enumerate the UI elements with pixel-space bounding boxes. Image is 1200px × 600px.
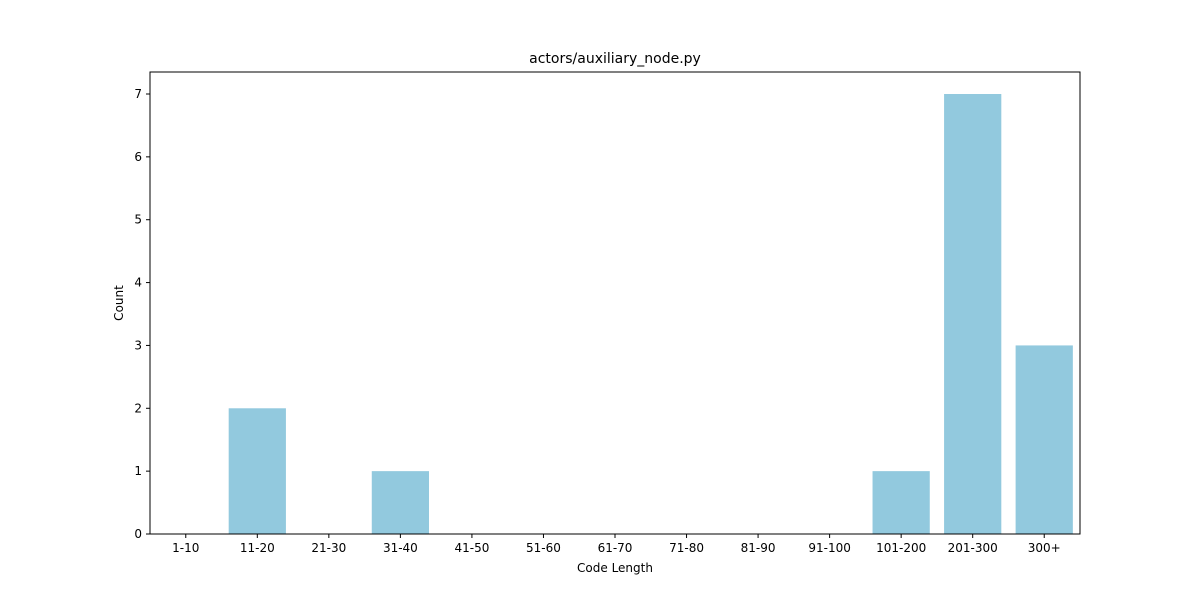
x-tick-label: 41-50 bbox=[454, 541, 489, 555]
x-tick-label: 71-80 bbox=[669, 541, 704, 555]
x-tick-label: 300+ bbox=[1028, 541, 1061, 555]
x-tick-label: 1-10 bbox=[172, 541, 199, 555]
x-tick-label: 81-90 bbox=[741, 541, 776, 555]
bars-group bbox=[228, 94, 1073, 534]
x-tick-label: 101-200 bbox=[876, 541, 926, 555]
y-axis-label: Count bbox=[112, 285, 126, 321]
y-tick-label: 2 bbox=[134, 401, 142, 415]
y-tick-label: 3 bbox=[134, 338, 142, 352]
x-tick-label: 201-300 bbox=[948, 541, 998, 555]
bar-31-40 bbox=[371, 471, 429, 534]
y-tick-label: 0 bbox=[134, 527, 142, 541]
x-tick-label: 91-100 bbox=[808, 541, 851, 555]
bar-101-200 bbox=[872, 471, 930, 534]
y-axis: 0 1 2 3 4 5 6 7 bbox=[134, 87, 150, 541]
x-axis: 1-10 11-20 21-30 31-40 41-50 51-60 61-70 71-80 8… bbox=[172, 534, 1061, 555]
bar-201-300 bbox=[944, 94, 1002, 534]
x-tick-label: 61-70 bbox=[598, 541, 633, 555]
bar-300+ bbox=[1015, 345, 1073, 534]
x-axis-label: Code Length bbox=[577, 561, 653, 575]
bar-11-20 bbox=[228, 408, 286, 534]
x-tick-label: 21-30 bbox=[311, 541, 346, 555]
x-tick-label: 31-40 bbox=[383, 541, 418, 555]
y-tick-label: 1 bbox=[134, 464, 142, 478]
plot-frame bbox=[149, 71, 1081, 535]
y-tick-label: 6 bbox=[134, 150, 142, 164]
x-tick-label: 51-60 bbox=[526, 541, 561, 555]
y-tick-label: 4 bbox=[134, 276, 142, 290]
y-tick-label: 7 bbox=[134, 87, 142, 101]
x-tick-label: 11-20 bbox=[240, 541, 275, 555]
y-tick-label: 5 bbox=[134, 213, 142, 227]
chart-title: actors/auxiliary_node.py bbox=[529, 51, 701, 67]
